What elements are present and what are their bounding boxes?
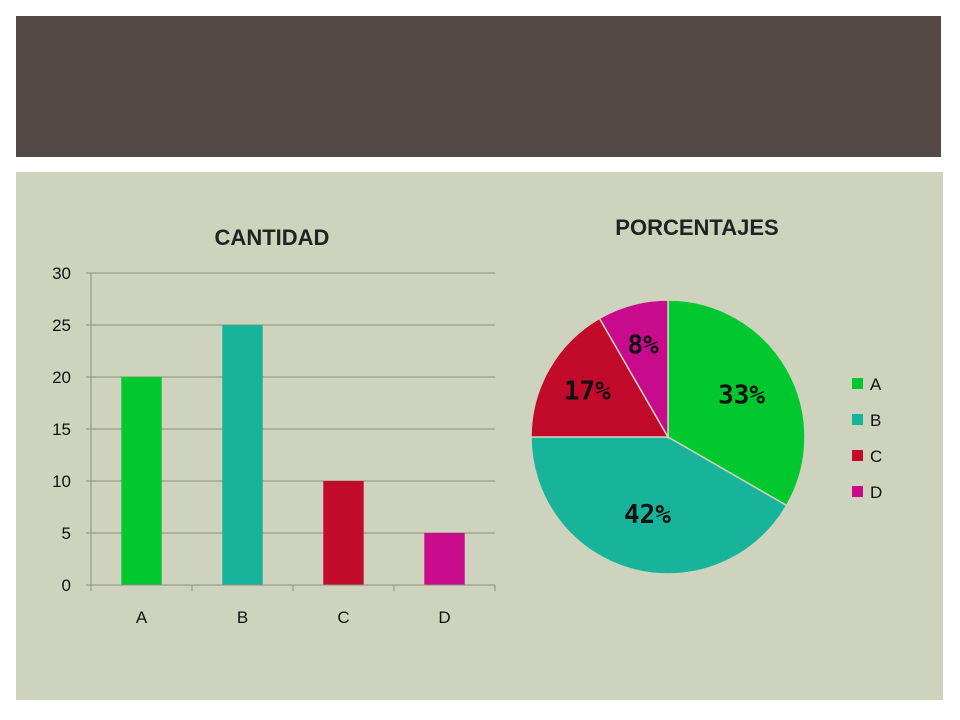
- pie-label-d: 8%: [628, 330, 660, 360]
- bar-y-tick-label: 0: [62, 576, 71, 595]
- pie-label-b: 42%: [624, 500, 671, 530]
- pie-data-labels: 33% 42% 17% 8%: [564, 330, 766, 529]
- bar-y-tick-label: 10: [52, 472, 71, 491]
- bar-y-tick-label: 25: [52, 316, 71, 335]
- bar-chart-title: CANTIDAD: [215, 225, 330, 250]
- pie-slice-a: [667, 299, 806, 507]
- legend-swatch-b: [852, 414, 863, 425]
- pie-chart-title: PORCENTAJES: [615, 215, 778, 240]
- bar-d: [424, 533, 465, 585]
- bar-series: [121, 325, 465, 585]
- pie-slice-c: [530, 317, 670, 438]
- bar-x-tick-label: C: [337, 608, 349, 627]
- legend-swatch-d: [852, 486, 863, 497]
- bar-chart: CANTIDAD 0 5 10 15 20 25 30 A B C D: [52, 225, 496, 627]
- legend-swatch-a: [852, 378, 863, 389]
- pie-label-c: 17%: [564, 376, 611, 406]
- bar-y-tick-label: 5: [62, 524, 71, 543]
- bar-y-tick-label: 20: [52, 368, 71, 387]
- bar-a: [121, 377, 162, 585]
- pie-slices: [530, 299, 806, 575]
- bar-x-tick-label: A: [136, 608, 148, 627]
- legend-label-a: A: [870, 375, 882, 394]
- pie-slice-d: [598, 299, 669, 440]
- bar-b: [222, 325, 263, 585]
- bar-x-tick-label: B: [237, 608, 248, 627]
- bar-c: [323, 481, 364, 585]
- pie-slice-b: [530, 436, 788, 575]
- bar-y-axis-ticks: 0 5 10 15 20 25 30: [52, 264, 91, 595]
- bar-y-tick-label: 15: [52, 420, 71, 439]
- legend-label-b: B: [870, 411, 881, 430]
- legend-swatch-c: [852, 450, 863, 461]
- bar-x-tick-label: D: [438, 608, 450, 627]
- bar-x-axis: A B C D: [90, 273, 496, 627]
- pie-label-a: 33%: [718, 381, 765, 411]
- title-band: [16, 16, 941, 157]
- bar-y-tick-label: 30: [52, 264, 71, 283]
- legend-label-c: C: [870, 447, 882, 466]
- legend-label-d: D: [870, 483, 882, 502]
